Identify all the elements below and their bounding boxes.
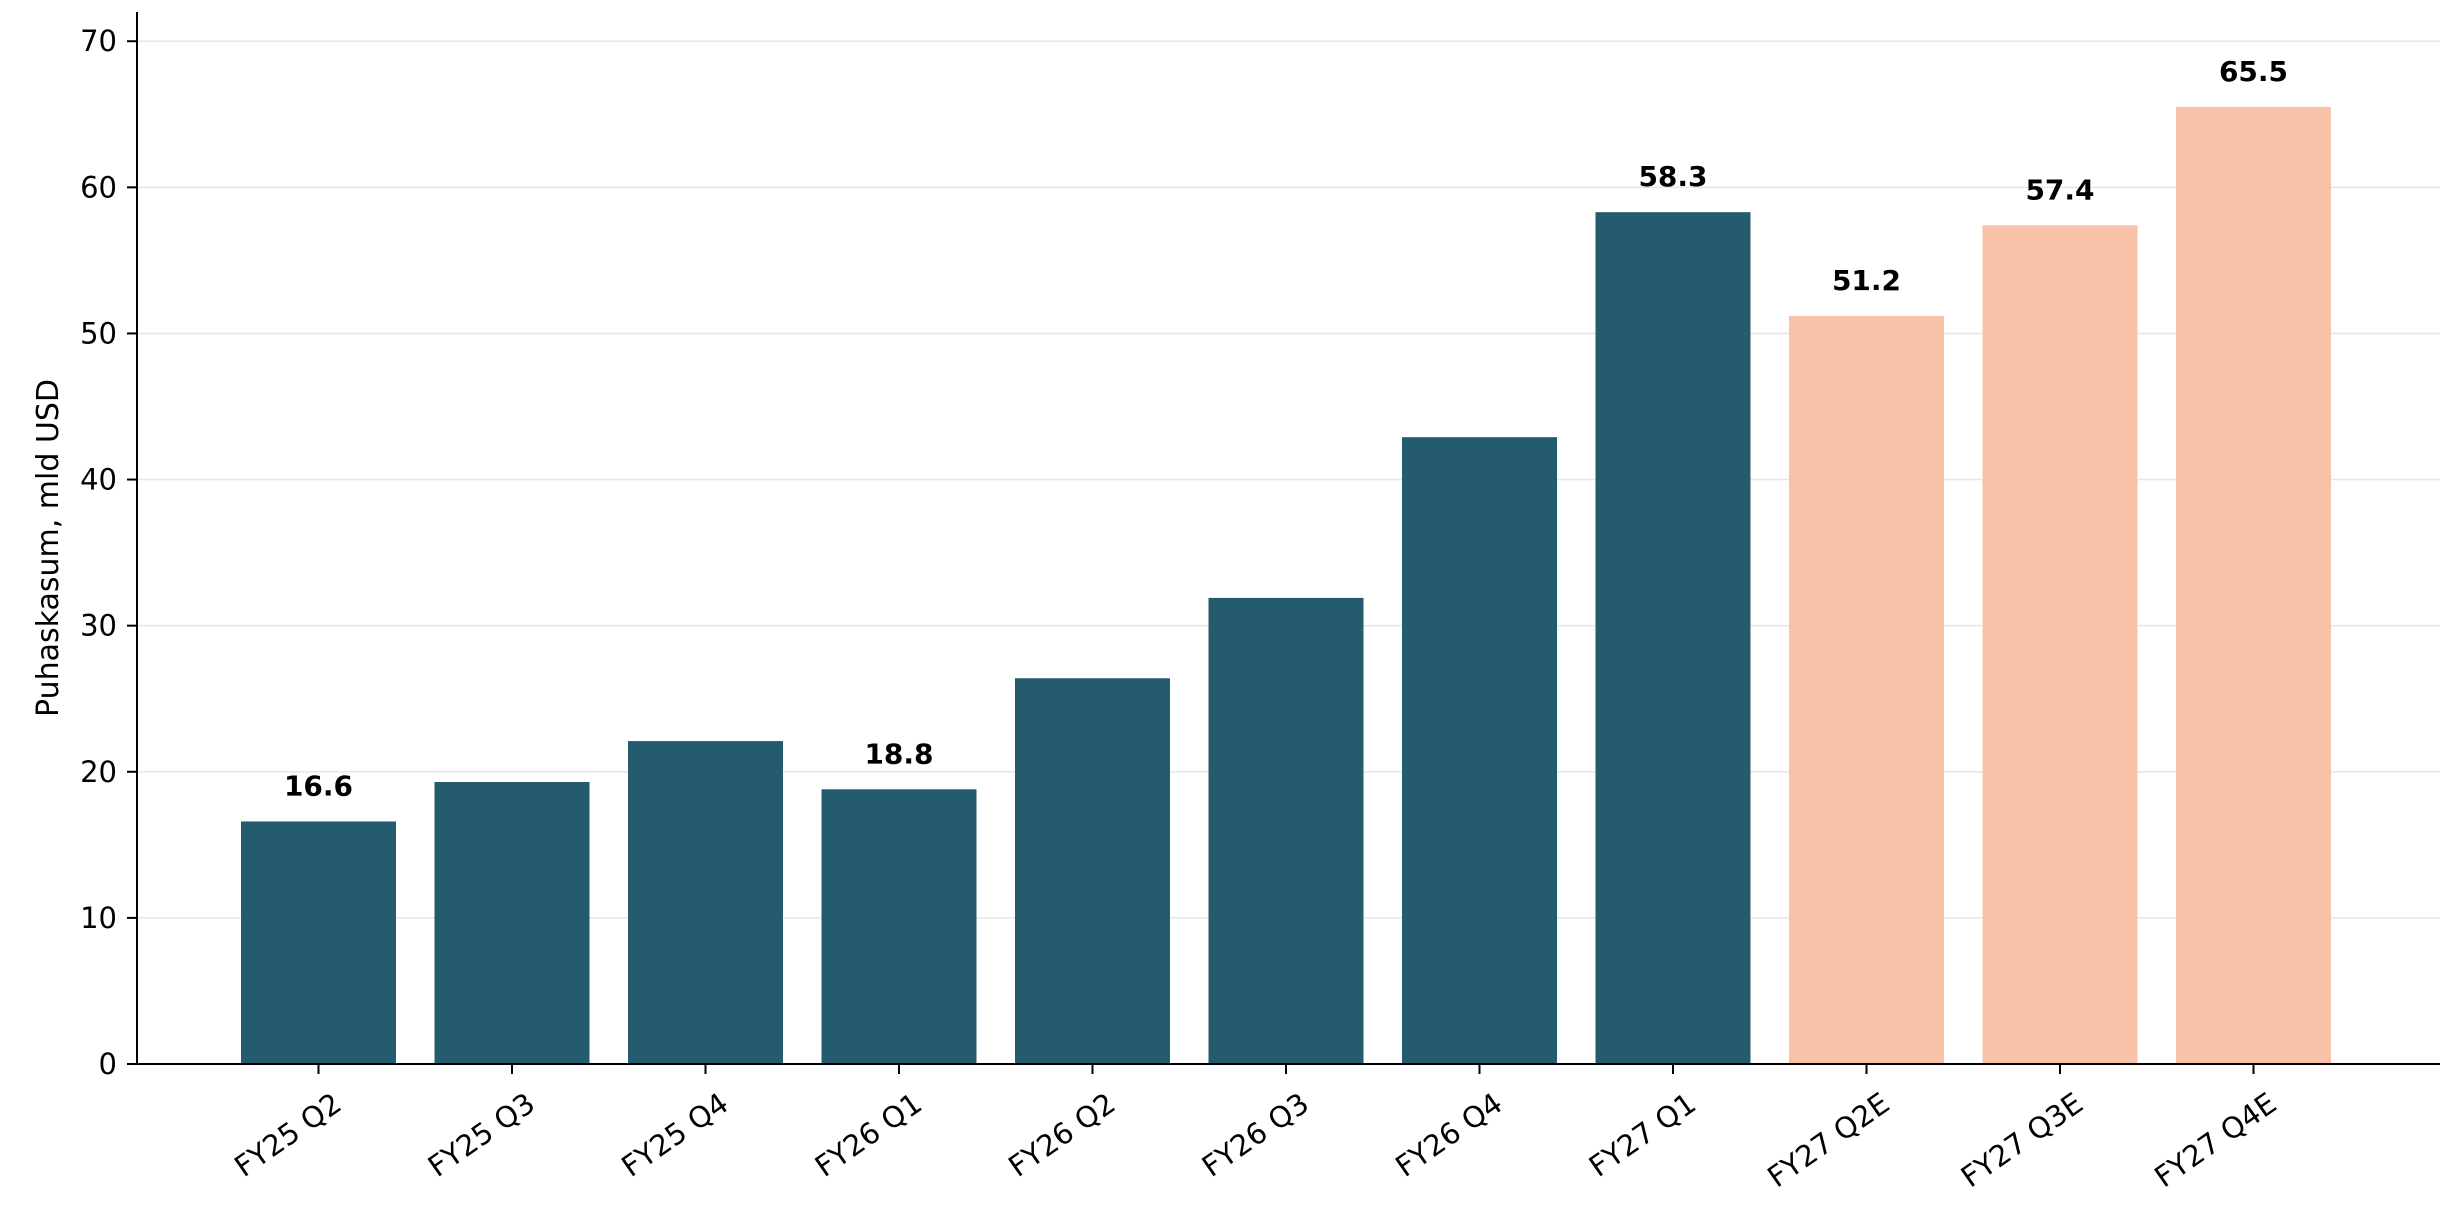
x-tick-label: FY26 Q3: [1196, 1086, 1315, 1184]
x-tick-label: FY26 Q2: [1002, 1086, 1121, 1184]
data-labels: 16.6 18.8 58.3 51.2 57.4 65.5: [284, 55, 2288, 802]
y-ticks: 0 10 20 30 40 50 60 70: [80, 24, 137, 1081]
x-tick-label: FY25 Q3: [422, 1086, 541, 1184]
x-tick-label: FY26 Q4: [1389, 1086, 1508, 1184]
x-tick-label: FY26 Q1: [809, 1086, 928, 1184]
bar: [1595, 212, 1751, 1064]
y-tick-label: 70: [80, 24, 117, 58]
y-tick-label: 50: [80, 316, 117, 350]
bar-value-label: 65.5: [2219, 55, 2288, 88]
bar-value-label: 18.8: [864, 737, 933, 770]
x-tick-label: FY25 Q4: [615, 1086, 734, 1184]
y-tick-label: 10: [80, 901, 117, 935]
y-tick-label: 30: [80, 609, 117, 643]
y-axis-label: Puhaskasum, mld USD: [31, 379, 66, 717]
y-tick-label: 0: [99, 1047, 117, 1081]
bar: [1208, 597, 1364, 1064]
bar-value-label: 57.4: [2025, 173, 2094, 206]
x-tick-label: FY27 Q3E: [1955, 1086, 2089, 1194]
bar: [628, 741, 783, 1064]
bar: [1789, 315, 1944, 1064]
x-tick-label: FY27 Q4E: [2148, 1086, 2282, 1194]
bar: [821, 789, 977, 1064]
y-tick-label: 20: [80, 755, 117, 789]
bar: [1015, 678, 1170, 1064]
bar: [1402, 437, 1557, 1064]
bar: [1982, 225, 2138, 1065]
bar: [241, 821, 396, 1064]
x-tick-label: FY27 Q1: [1583, 1086, 1702, 1184]
bar: [2176, 106, 2331, 1064]
x-ticks: FY25 Q2 FY25 Q3 FY25 Q4 FY26 Q1 FY26 Q2 FY26 …: [228, 1064, 2283, 1194]
bar: [434, 782, 590, 1064]
y-tick-label: 40: [80, 463, 117, 497]
bars: [241, 106, 2331, 1065]
bar-value-label: 51.2: [1832, 264, 1901, 297]
y-tick-label: 60: [80, 170, 117, 204]
bar-value-label: 58.3: [1638, 160, 1707, 193]
bar-value-label: 16.6: [284, 769, 353, 802]
x-tick-label: FY27 Q2E: [1761, 1086, 1895, 1194]
x-tick-label: FY25 Q2: [228, 1086, 347, 1184]
